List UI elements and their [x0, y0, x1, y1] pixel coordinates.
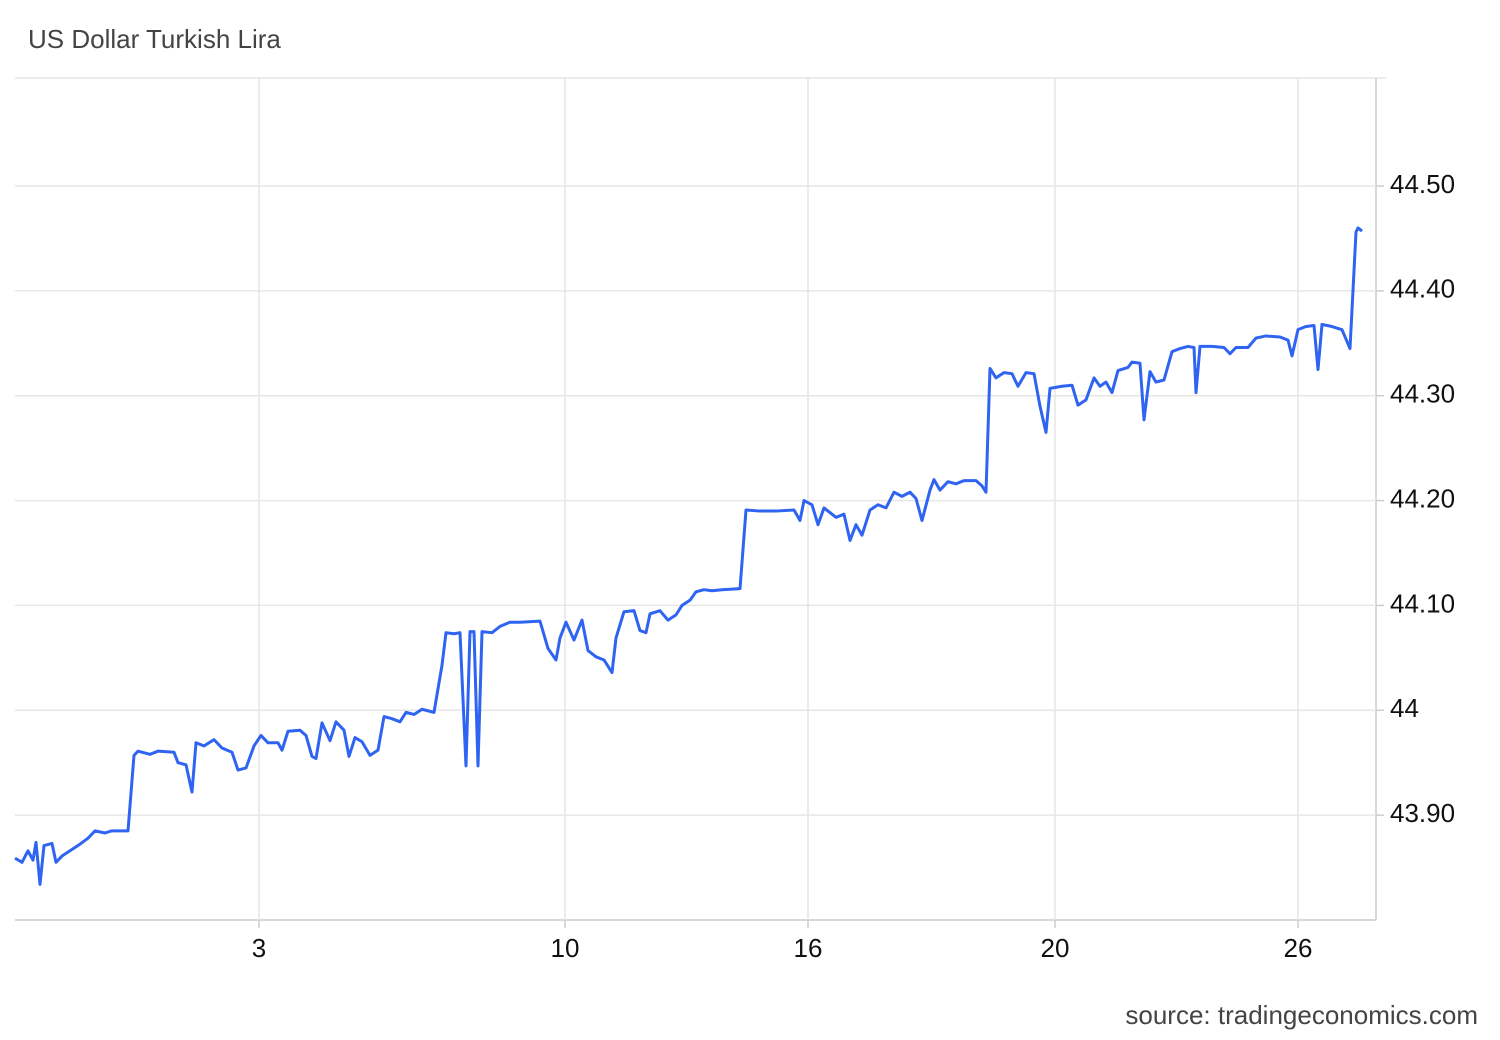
x-tick-label: 16 — [794, 933, 823, 963]
y-tick-label: 44 — [1390, 693, 1419, 723]
x-tick-label: 20 — [1041, 933, 1070, 963]
x-tick-label: 10 — [551, 933, 580, 963]
y-tick-label: 44.20 — [1390, 483, 1455, 513]
y-tick-label: 44.50 — [1390, 169, 1455, 199]
x-tick-label: 26 — [1284, 933, 1313, 963]
source: source: tradingeconomics.com — [1125, 1000, 1478, 1030]
y-tick-label: 44.40 — [1390, 274, 1455, 304]
x-tick-label: 3 — [252, 933, 266, 963]
chart-title: US Dollar Turkish Lira — [28, 24, 281, 54]
y-tick-label: 44.10 — [1390, 588, 1455, 618]
price-line — [14, 226, 1363, 886]
y-tick-label: 44.30 — [1390, 379, 1455, 409]
y-tick-label: 43.90 — [1390, 798, 1455, 828]
